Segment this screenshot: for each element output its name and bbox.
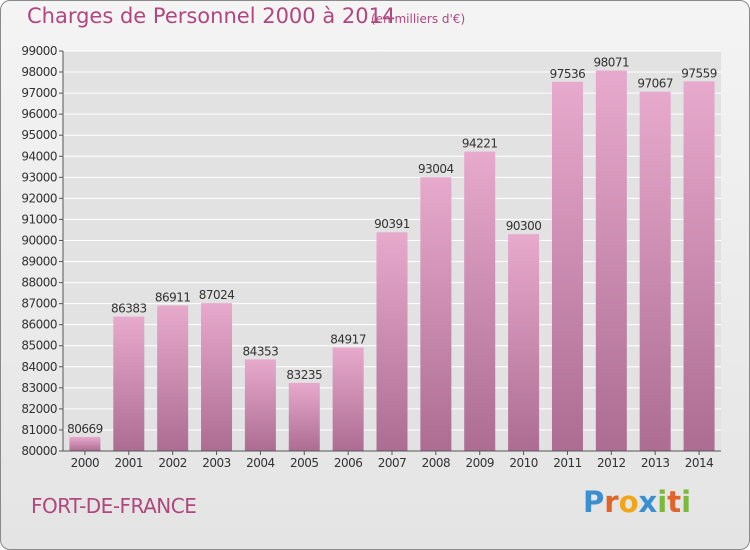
x-tick-label: 2008 bbox=[422, 456, 451, 470]
bar-value-label: 94221 bbox=[462, 137, 498, 151]
bar-2009 bbox=[464, 151, 496, 451]
bars: 80669 86383 86911 87024 84353 83235 84917 90391… bbox=[67, 56, 717, 452]
y-tick-label: 85000 bbox=[21, 339, 57, 353]
x-tick-label: 2007 bbox=[378, 456, 407, 470]
y-tick-label: 91000 bbox=[21, 212, 57, 226]
x-tick-label: 2013 bbox=[641, 456, 670, 470]
x-tick-label: 2000 bbox=[71, 456, 100, 470]
y-tick-label: 92000 bbox=[21, 191, 57, 205]
bar-2005 bbox=[288, 382, 320, 451]
bar-value-label: 97536 bbox=[550, 67, 586, 81]
y-tick-label: 80000 bbox=[21, 444, 57, 458]
y-tick-label: 87000 bbox=[21, 297, 57, 311]
y-tick-label: 98000 bbox=[21, 65, 57, 79]
bar-value-label: 87024 bbox=[199, 288, 235, 302]
bar-2014 bbox=[683, 81, 715, 451]
y-tick-label: 90000 bbox=[21, 233, 57, 247]
y-tick-label: 83000 bbox=[21, 381, 57, 395]
bar-2000 bbox=[69, 436, 101, 451]
x-tick-label: 2012 bbox=[597, 456, 626, 470]
y-tick-label: 93000 bbox=[21, 170, 57, 184]
bar-value-label: 83235 bbox=[286, 368, 322, 382]
bar-value-label: 97067 bbox=[637, 77, 673, 91]
chart-subtitle: (en milliers d'€) bbox=[371, 12, 466, 26]
x-tick-label: 2004 bbox=[246, 456, 275, 470]
x-tick-label: 2006 bbox=[334, 456, 363, 470]
bar-2004 bbox=[244, 359, 276, 451]
bar-2002 bbox=[157, 305, 189, 451]
y-tick-label: 82000 bbox=[21, 402, 57, 416]
bar-2001 bbox=[113, 316, 145, 451]
bar-value-label: 84353 bbox=[243, 344, 279, 358]
bar-value-label: 93004 bbox=[418, 162, 454, 176]
bar-2013 bbox=[639, 91, 671, 452]
y-tick-label: 89000 bbox=[21, 255, 57, 269]
proxiti-logo: Proxiti bbox=[583, 485, 692, 519]
bar-2008 bbox=[420, 177, 452, 452]
bar-value-label: 97559 bbox=[681, 66, 717, 80]
x-tick-label: 2011 bbox=[553, 456, 582, 470]
y-tick-label: 94000 bbox=[21, 149, 57, 163]
y-tick-label: 97000 bbox=[21, 86, 57, 100]
x-tick-label: 2001 bbox=[115, 456, 144, 470]
y-tick-label: 81000 bbox=[21, 423, 57, 437]
x-tick-label: 2003 bbox=[202, 456, 231, 470]
y-tick-label: 86000 bbox=[21, 318, 57, 332]
bar-2007 bbox=[376, 232, 408, 451]
y-tick-label: 99000 bbox=[21, 44, 57, 58]
chart-title: Charges de Personnel 2000 à 2014 bbox=[27, 4, 396, 28]
bar-2011 bbox=[551, 81, 583, 452]
bar-2006 bbox=[332, 347, 364, 451]
bar-2012 bbox=[595, 70, 627, 451]
x-tick-label: 2009 bbox=[465, 456, 494, 470]
bar-value-label: 90300 bbox=[506, 219, 542, 233]
y-tick-label: 95000 bbox=[21, 128, 57, 142]
y-tick-label: 88000 bbox=[21, 276, 57, 290]
bar-value-label: 86383 bbox=[111, 302, 147, 316]
bar-2010 bbox=[508, 234, 540, 451]
city-name: FORT-DE-FRANCE bbox=[31, 494, 197, 518]
x-tick-label: 2014 bbox=[685, 456, 714, 470]
bar-value-label: 90391 bbox=[374, 217, 410, 231]
bar-value-label: 80669 bbox=[67, 422, 103, 436]
axes: 80000 81000 82000 83000 84000 85000 86000 87000… bbox=[21, 44, 721, 470]
x-tick-label: 2005 bbox=[290, 456, 319, 470]
bar-value-label: 84917 bbox=[330, 332, 366, 346]
x-tick-label: 2002 bbox=[158, 456, 187, 470]
bar-value-label: 98071 bbox=[593, 56, 629, 70]
x-tick-label: 2010 bbox=[509, 456, 538, 470]
bar-value-label: 86911 bbox=[155, 291, 191, 305]
y-tick-label: 84000 bbox=[21, 360, 57, 374]
y-tick-label: 96000 bbox=[21, 107, 57, 121]
bar-2003 bbox=[201, 303, 233, 451]
